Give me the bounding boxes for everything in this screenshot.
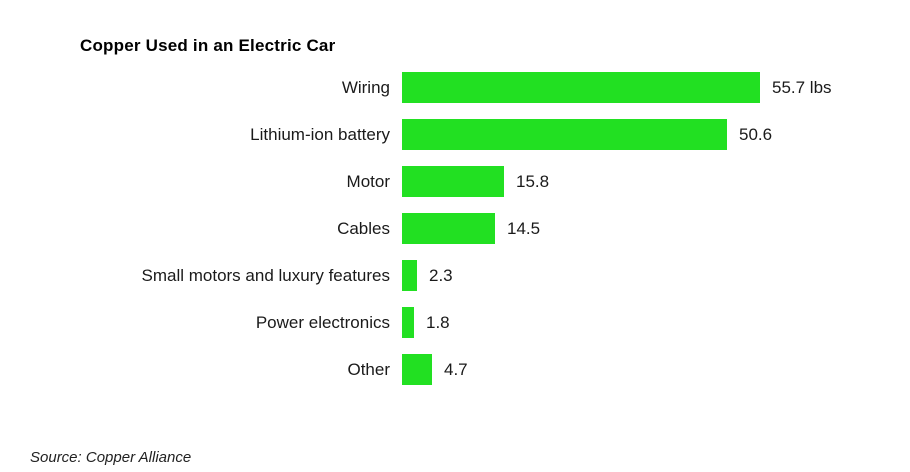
bar-row: Cables 14.5 (0, 213, 910, 244)
value-label: 14.5 (507, 218, 541, 238)
value-label: 15.8 (516, 171, 550, 191)
bar-row: Lithium-ion battery 50.6 (0, 119, 910, 150)
value-label: 1.8 (426, 312, 450, 332)
bar (402, 119, 727, 150)
category-label: Small motors and luxury features (141, 265, 391, 285)
value-label: 50.6 (739, 124, 773, 144)
value-label: 55.7 lbs (772, 77, 832, 97)
value-label: 2.3 (429, 265, 453, 285)
bar (402, 166, 504, 197)
bar (402, 260, 417, 291)
category-label: Other (347, 359, 390, 379)
bar-row: Small motors and luxury features 2.3 (0, 260, 910, 291)
bar-row: Power electronics 1.8 (0, 307, 910, 338)
chart-title: Copper Used in an Electric Car (80, 36, 336, 55)
bar (402, 72, 760, 103)
bar (402, 307, 414, 338)
category-label: Cables (337, 218, 390, 238)
source-note: Source: Copper Alliance (30, 449, 192, 466)
bar-chart: Wiring 55.7 lbs Lithium-ion battery 50.6 Mot… (0, 72, 910, 401)
bar (402, 213, 495, 244)
bar (402, 354, 432, 385)
category-label: Power electronics (255, 312, 390, 332)
value-label: 4.7 (444, 359, 468, 379)
category-label: Lithium-ion battery (250, 124, 390, 144)
bar-row: Wiring 55.7 lbs (0, 72, 910, 103)
bar-row: Other 4.7 (0, 354, 910, 385)
category-label: Wiring (341, 77, 390, 97)
bar-row: Motor 15.8 (0, 166, 910, 197)
category-label: Motor (346, 171, 390, 191)
